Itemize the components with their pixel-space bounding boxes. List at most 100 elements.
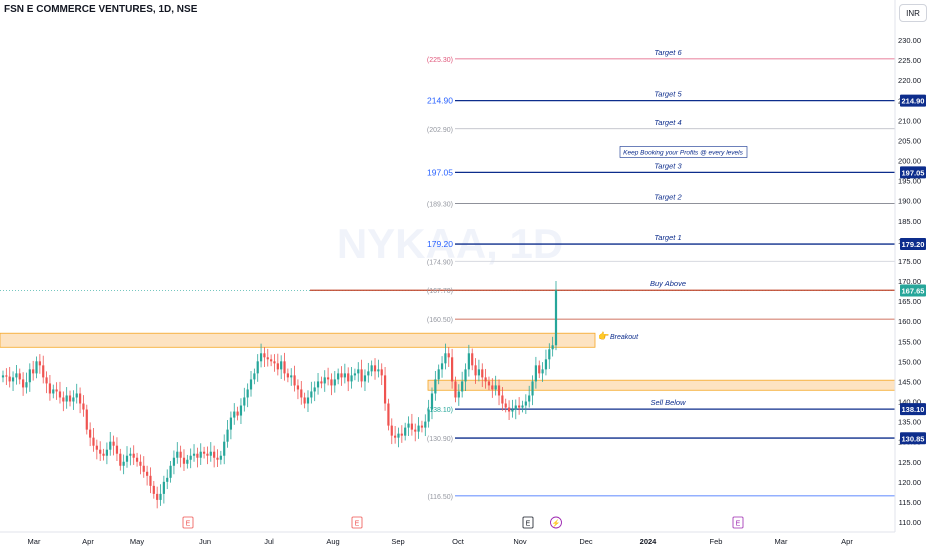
candle-body — [82, 403, 85, 410]
candle-body — [5, 375, 8, 377]
candle-body — [18, 373, 21, 380]
candle-body — [290, 375, 293, 378]
candle-body — [347, 373, 350, 382]
x-tick-label: Apr — [841, 537, 853, 546]
candle-body — [176, 451, 179, 458]
candle-body — [404, 427, 407, 436]
candle-body — [494, 385, 497, 390]
candle-body — [166, 477, 169, 482]
candle-body — [544, 359, 548, 370]
candle-body — [551, 345, 554, 350]
candle-body — [159, 493, 162, 500]
candle-body — [259, 353, 263, 362]
earnings-marker — [351, 516, 363, 529]
candle-body — [213, 451, 216, 458]
candle-body — [243, 397, 246, 406]
candle-body — [464, 369, 467, 382]
candle-body — [454, 381, 457, 398]
candle-body — [65, 395, 68, 402]
level-left-label-9: (138.10) — [427, 407, 453, 414]
y-tick-label: 230.00 — [898, 36, 921, 45]
candle-body — [8, 376, 11, 382]
candle-body — [280, 361, 283, 370]
candle-body — [554, 290, 558, 346]
y-tick-label: 160.00 — [898, 317, 921, 326]
candle-body — [293, 375, 296, 386]
candle-body — [55, 389, 58, 392]
price-badge-text: 214.90 — [902, 97, 925, 106]
candle-body — [35, 361, 38, 374]
level-left-label-4: (189.30) — [427, 201, 453, 208]
candle-body — [169, 465, 172, 478]
candle-body — [390, 425, 393, 436]
level-label-4: Target 2 — [654, 192, 682, 201]
candle-body — [132, 453, 135, 458]
candle-body — [316, 381, 320, 388]
candle-body — [78, 393, 82, 404]
y-tick-label: 190.00 — [898, 197, 921, 206]
candle-body — [501, 395, 504, 404]
candle-body — [300, 389, 303, 398]
candle-body — [310, 391, 313, 398]
y-tick-label: 165.00 — [898, 297, 921, 306]
candle-body — [219, 455, 222, 460]
y-tick-label: 170.00 — [898, 277, 921, 286]
candle-body — [370, 365, 373, 372]
candle-body — [102, 453, 105, 456]
candle-body — [192, 453, 196, 456]
candle-body — [1, 375, 5, 378]
candle-body — [306, 397, 310, 404]
candle-body — [199, 451, 202, 458]
candle-body — [444, 353, 447, 364]
x-tick-label: Sep — [391, 537, 404, 546]
candle-body — [239, 405, 243, 416]
candle-body — [538, 365, 541, 374]
candle-body — [226, 429, 229, 442]
candle-body — [52, 389, 55, 394]
level-left-label-5: 179.20 — [427, 239, 453, 249]
earnings-marker — [182, 516, 194, 529]
price-badge-text: 138.10 — [902, 405, 925, 414]
candle-body — [548, 349, 551, 360]
breakout-icon: 👉 — [598, 331, 609, 341]
price-badge-text: 130.85 — [902, 434, 925, 443]
price-badge-text: 167.65 — [902, 286, 925, 295]
candle-body — [156, 493, 159, 500]
x-tick-label: Nov — [513, 537, 527, 546]
candle-body — [507, 407, 511, 412]
y-tick-label: 155.00 — [898, 337, 921, 346]
y-tick-label: 200.00 — [898, 157, 921, 166]
candle-body — [115, 445, 119, 454]
candle-body — [437, 369, 440, 380]
candle-body — [283, 361, 286, 374]
note-box — [619, 146, 748, 158]
level-label-9: Sell Below — [650, 398, 686, 407]
candle-body — [340, 373, 343, 378]
candle-body — [75, 393, 78, 398]
candle-body — [209, 451, 212, 456]
candle-body — [152, 485, 155, 494]
candle-body — [233, 411, 236, 418]
candle-body — [521, 405, 524, 408]
candle-body — [32, 369, 35, 374]
candle-body — [471, 353, 474, 366]
candle-body — [360, 369, 363, 382]
candle-body — [276, 363, 279, 370]
price-badge — [900, 166, 926, 179]
candle-body — [22, 379, 25, 388]
candle-body — [112, 441, 115, 446]
price-badge — [900, 238, 926, 251]
x-tick-label: Aug — [326, 537, 339, 546]
candle-body — [514, 405, 517, 410]
candle-body — [236, 411, 239, 416]
note-text: Keep Booking your Profits @ every levels — [623, 149, 743, 156]
currency-button[interactable]: INR — [899, 4, 927, 22]
resistance-zone — [0, 332, 596, 348]
y-tick-label: 220.00 — [898, 76, 921, 85]
level-left-label-8: (160.50) — [427, 317, 453, 324]
price-badge-text: 197.05 — [902, 168, 925, 177]
candle-body — [139, 461, 142, 466]
x-tick-label: Jun — [199, 537, 211, 546]
candle-body — [414, 429, 417, 432]
